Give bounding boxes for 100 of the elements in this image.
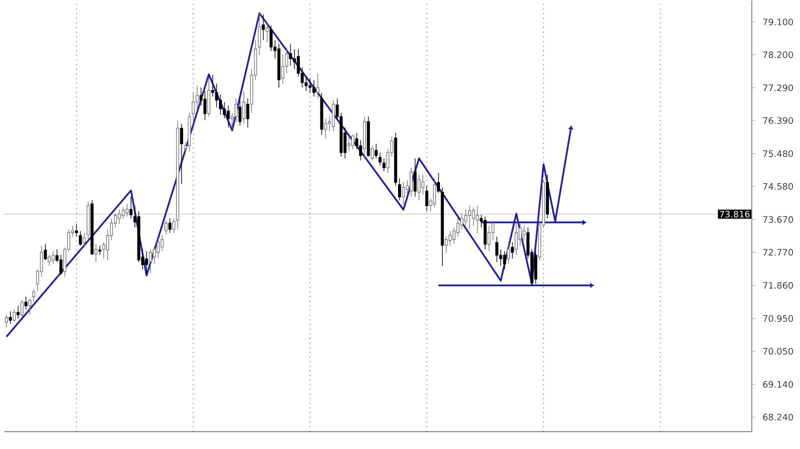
candlestick [218, 94, 222, 116]
y-tick-label: 72.770 [763, 249, 793, 256]
y-tick-label: 75.480 [763, 150, 793, 158]
y-tick-label: 69.140 [763, 381, 793, 388]
y-tick-label: 77.290 [763, 84, 793, 92]
candlestick [238, 100, 242, 126]
candlestick [215, 84, 218, 108]
candlestick [20, 300, 24, 318]
candlestick [270, 25, 273, 52]
candlestick [510, 242, 514, 259]
candlestick [242, 90, 246, 124]
candlestick [74, 224, 78, 238]
point [582, 220, 586, 225]
candlestick [266, 22, 269, 42]
candlestick [460, 212, 464, 230]
candlestick [59, 254, 62, 276]
candlestick [211, 74, 214, 97]
candlestick [359, 140, 362, 161]
candlestick [452, 227, 456, 244]
candlestick [351, 134, 354, 150]
ref-line-label: 73.816 [720, 210, 750, 218]
candlestick [226, 105, 230, 128]
candlestick [316, 72, 320, 99]
candlestick [164, 220, 168, 236]
candlestick [378, 152, 382, 166]
candlestick [347, 136, 350, 152]
candlestick [488, 225, 491, 252]
candlestick [152, 245, 156, 264]
candlestick [414, 158, 417, 198]
y-tick-label: 71.860 [763, 282, 793, 289]
candlestick [12, 309, 16, 323]
y-tick-label: 70.950 [763, 315, 793, 322]
candlestick [410, 167, 413, 198]
candlestick [246, 98, 250, 128]
candlestick [98, 245, 102, 256]
candlestick [468, 205, 472, 230]
point [568, 126, 574, 130]
candlestick [32, 289, 36, 303]
candlestick [8, 310, 12, 324]
candlestick [172, 218, 176, 234]
candlestick [312, 80, 316, 97]
candlestick [374, 144, 378, 159]
candlestick [24, 296, 28, 310]
candlestick [448, 230, 452, 246]
candlestick [281, 54, 284, 84]
candlestick [436, 172, 440, 194]
candlestick [222, 102, 226, 119]
candlestick [28, 298, 32, 316]
candlestick [129, 196, 132, 219]
candlestick [289, 44, 292, 66]
candlestick [192, 92, 195, 121]
y-tick-label: 74.580 [763, 183, 793, 190]
candlestick [522, 225, 526, 241]
candlestick [495, 236, 498, 263]
candlestick [196, 85, 199, 110]
candlestick [262, 14, 265, 41]
candlestick [491, 220, 494, 241]
candlestick [168, 218, 172, 234]
y-tick-label: 76.390 [763, 117, 793, 124]
candlestick [118, 209, 121, 224]
candlestick [464, 209, 468, 226]
candlestick [398, 178, 402, 201]
y-tick-label: 78.200 [763, 51, 793, 58]
y-tick-label: 79.100 [763, 18, 793, 26]
candlestick [421, 174, 424, 196]
point [590, 283, 594, 288]
candlestick [52, 250, 55, 264]
candlestick [78, 230, 82, 246]
candlestick [207, 76, 210, 117]
candlestick [122, 207, 125, 219]
candlestick [402, 182, 405, 204]
candlestick [82, 232, 86, 248]
candlestick [203, 90, 206, 121]
candlestick [16, 306, 20, 319]
candlestick [234, 98, 238, 122]
candlestick [292, 49, 296, 70]
y-tick-label: 68.240 [763, 414, 793, 421]
candlestick [514, 222, 518, 256]
candlestick [308, 78, 312, 94]
candlestick [48, 254, 51, 266]
y-tick-label: 70.050 [763, 348, 793, 355]
candlestick [94, 244, 98, 263]
candlestick [156, 238, 160, 259]
candlestick [476, 205, 479, 234]
candlestick [180, 124, 184, 184]
candlestick [506, 244, 510, 264]
candlestick [126, 204, 129, 218]
candlestick [148, 249, 152, 274]
candlestick [433, 178, 436, 208]
candlestick [370, 145, 374, 161]
candlestick [518, 224, 522, 246]
candlestick [324, 118, 328, 139]
candlestick [44, 244, 47, 261]
candlestick [472, 207, 475, 226]
candlestick [417, 174, 420, 201]
candlestick [304, 76, 308, 92]
candlestick [444, 236, 448, 254]
candlestick [145, 250, 148, 275]
candlestick [425, 185, 428, 212]
y-tick-label: 73.670 [763, 216, 793, 223]
